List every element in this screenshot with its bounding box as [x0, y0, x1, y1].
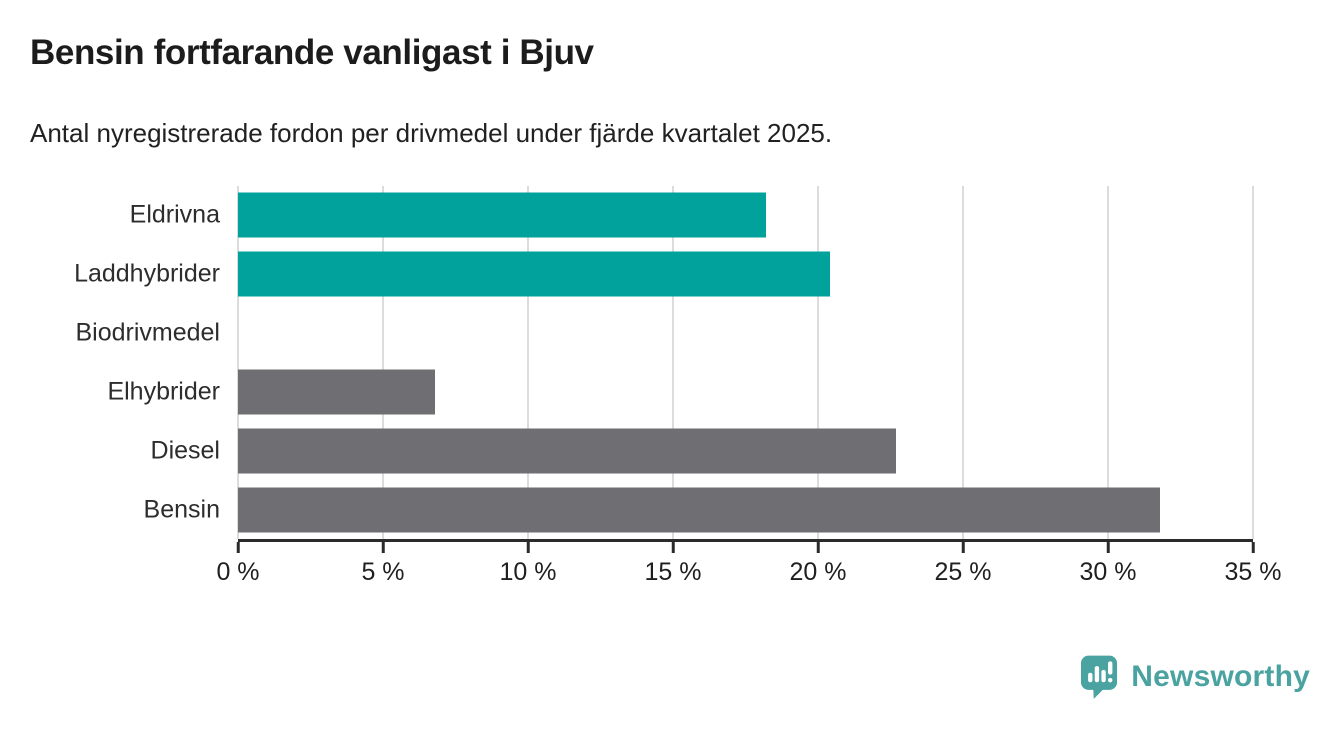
- newsworthy-logo: Newsworthy: [1080, 654, 1310, 700]
- logo-exclamation-dot: [1108, 677, 1113, 683]
- x-tick-mark: [1251, 542, 1255, 553]
- gridline: [672, 186, 674, 539]
- x-tick-mark: [1106, 542, 1110, 553]
- bar-elhybrider: [238, 369, 436, 415]
- bar-laddhybrider: [238, 251, 830, 297]
- bar-chart: Eldrivna Laddhybrider Biodrivmedel Elhybrid…: [30, 186, 1281, 586]
- category-label: Bensin: [143, 495, 220, 524]
- category-label: Eldrivna: [129, 200, 220, 229]
- bar-row-eldrivna: Eldrivna: [130, 186, 1253, 245]
- gridline: [1107, 186, 1109, 539]
- x-tick-label: 0 %: [216, 558, 260, 586]
- gridline: [817, 186, 819, 539]
- gridline: [382, 186, 384, 539]
- logo-exclamation-bar: [1108, 661, 1113, 675]
- gridline: [527, 186, 529, 539]
- bar-row-elhybrider: Elhybrider: [107, 362, 1253, 421]
- newsworthy-bar-chart-bubble-icon: [1081, 655, 1118, 699]
- bar-diesel: [238, 428, 897, 474]
- gridline: [237, 186, 239, 539]
- gridline: [1252, 186, 1254, 539]
- category-label: Diesel: [150, 436, 220, 465]
- bar-bensin: [238, 487, 1161, 533]
- category-label: Elhybrider: [107, 377, 220, 406]
- x-tick-mark: [236, 542, 240, 553]
- x-axis: 0 % 5 % 10 % 15 % 20 % 25 % 30 % 35 %: [216, 542, 1281, 602]
- bar-rows: Eldrivna Laddhybrider Biodrivmedel Elhybrid…: [74, 186, 1253, 539]
- bar-eldrivna: [238, 192, 766, 238]
- logo-bar-tall: [1095, 666, 1100, 683]
- x-tick-label: 35 %: [1224, 558, 1282, 586]
- chart-title: Bensin fortfarande vanligast i Bjuv: [30, 33, 594, 72]
- bar-row-bensin: Bensin: [144, 480, 1253, 539]
- plot-area: Eldrivna Laddhybrider Biodrivmedel Elhybrid…: [74, 186, 1254, 542]
- x-tick-label: 10 %: [499, 558, 557, 586]
- chart-subtitle: Antal nyregistrerade fordon per drivmede…: [30, 118, 833, 148]
- bar-row-biodrivmedel: Biodrivmedel: [75, 304, 1253, 363]
- gridline: [962, 186, 964, 539]
- x-tick-label: 5 %: [361, 558, 405, 586]
- logo-bar-small: [1088, 672, 1093, 683]
- gridlines: [237, 186, 1254, 539]
- x-tick-label: 30 %: [1079, 558, 1137, 586]
- x-tick-mark: [381, 542, 385, 553]
- x-tick-label: 15 %: [644, 558, 702, 586]
- bar-row-diesel: Diesel: [151, 421, 1253, 480]
- category-label: Laddhybrider: [74, 259, 220, 288]
- x-tick-label: 20 %: [789, 558, 847, 586]
- bar-row-laddhybrider: Laddhybrider: [74, 245, 1253, 304]
- x-tick-mark: [961, 542, 965, 553]
- category-label: Biodrivmedel: [75, 318, 220, 347]
- x-tick-label: 25 %: [934, 558, 992, 586]
- logo-bar-medium: [1101, 669, 1107, 683]
- x-tick-mark: [671, 542, 675, 553]
- newsworthy-logo-text: Newsworthy: [1131, 660, 1310, 693]
- x-tick-mark: [816, 542, 820, 553]
- x-tick-mark: [526, 542, 530, 553]
